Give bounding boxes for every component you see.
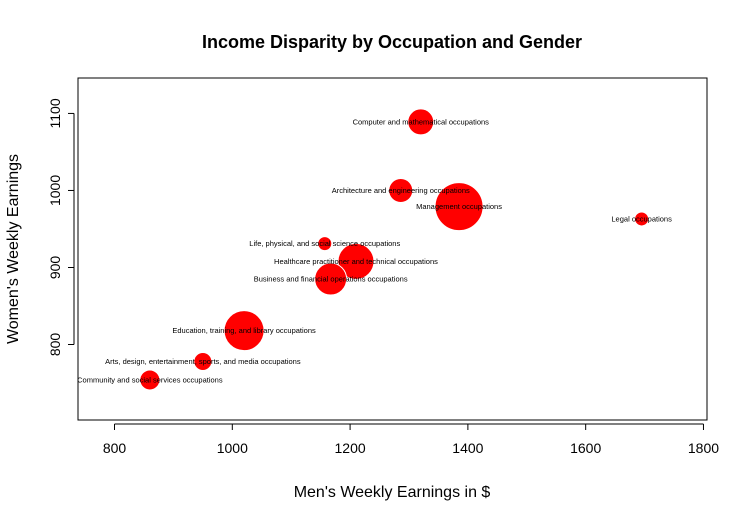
chart-title: Income Disparity by Occupation and Gende…: [202, 32, 582, 52]
x-axis-title: Men's Weekly Earnings in $: [294, 484, 491, 501]
data-labels: Computer and mathematical occupations Arc…: [77, 117, 672, 384]
data-point: [634, 211, 650, 227]
data-point: [193, 351, 213, 371]
y-tick-label: 1100: [47, 98, 63, 128]
x-tick-label: 1400: [452, 440, 483, 456]
data-point-label: Community and social services occupation…: [77, 375, 223, 384]
data-point-label: Life, physical, and social science occup…: [249, 239, 400, 248]
data-point: [139, 369, 161, 391]
x-tick-label: 800: [103, 440, 127, 456]
y-tick-label: 900: [47, 256, 63, 280]
data-point: [317, 236, 333, 252]
data-point-label: Arts, design, entertainment, sports, and…: [105, 357, 301, 366]
data-point: [314, 262, 348, 296]
y-tick-label: 800: [47, 333, 63, 357]
data-point: [407, 108, 435, 136]
y-axis-title: Women's Weekly Earnings: [5, 154, 22, 344]
data-point-label: Management occupations: [416, 202, 502, 211]
y-tick-label: 1000: [47, 175, 63, 206]
data-point-label: Healthcare practitioner and technical oc…: [274, 257, 438, 266]
x-tick-label: 1200: [335, 440, 366, 456]
plot-frame: [77, 77, 708, 421]
data-point: [337, 242, 375, 280]
data-points: [139, 108, 650, 391]
data-point-label: Education, training, and library occupat…: [172, 326, 316, 335]
y-axis: 800 900 1000 1100: [47, 98, 75, 357]
data-point: [223, 310, 265, 352]
x-axis: 800 1000 1200 1400 1600 1800: [103, 423, 719, 456]
data-point-label: Business and financial operations occupa…: [254, 275, 408, 284]
data-point: [434, 182, 484, 232]
x-tick-label: 1600: [570, 440, 601, 456]
x-tick-label: 1000: [217, 440, 248, 456]
data-point-label: Legal occupations: [611, 214, 672, 223]
data-point-label: Computer and mathematical occupations: [353, 117, 490, 126]
data-point: [388, 177, 414, 203]
data-point-label: Architecture and engineering occupations: [332, 186, 470, 195]
x-tick-label: 1800: [688, 440, 719, 456]
